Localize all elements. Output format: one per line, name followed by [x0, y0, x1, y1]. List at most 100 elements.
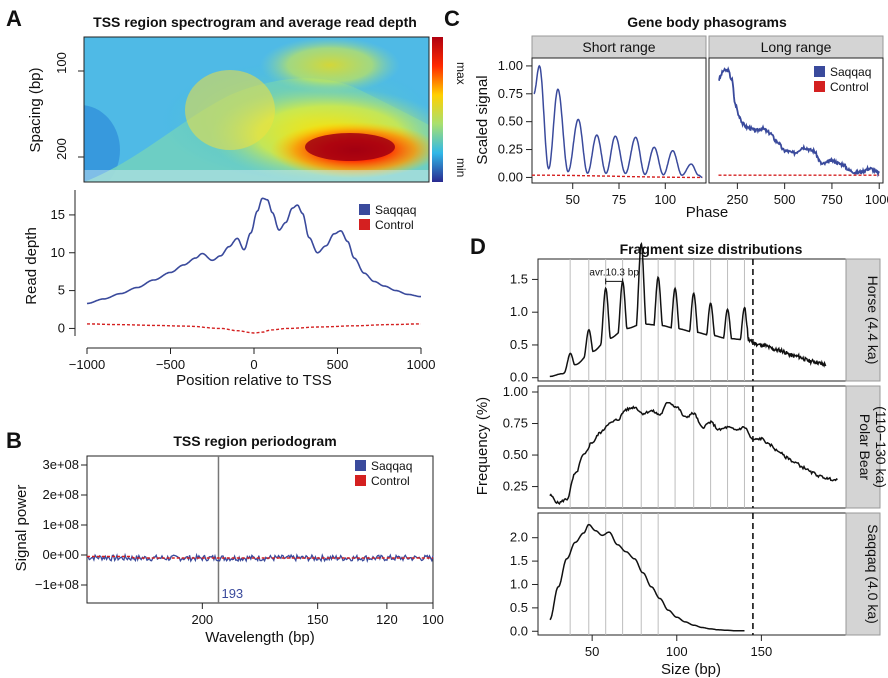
horse-ytick-label-3: 1.5 — [510, 271, 528, 286]
periodogram-xtick-label-2: 120 — [376, 612, 398, 627]
spectrogram-ytick-200: 200 — [54, 138, 69, 160]
horse-ytick-label-0: 0.0 — [510, 370, 528, 385]
periodogram-legend-control-label: Control — [371, 474, 410, 488]
colorbar-min-label: min — [454, 158, 468, 177]
periodogram-frame — [86, 455, 434, 604]
panel-letter-d: D — [470, 234, 486, 259]
polar-bear-ytick-label-3: 1.00 — [503, 384, 528, 399]
polar-bear-strip-label-line1: Polar Bear — [857, 414, 873, 480]
read-depth-legend-control-label: Control — [375, 218, 414, 232]
horse-strip-label: Horse (4.4 ka) — [865, 276, 881, 365]
phasogram-long-xtick-label-1: 500 — [774, 192, 796, 207]
saqqaq-ytick-label-1: 0.5 — [510, 600, 528, 615]
read-depth-xtick-label-3: 500 — [327, 357, 349, 372]
spectrogram-title: TSS region spectrogram and average read … — [93, 14, 417, 30]
periodogram-xtick-label-3: 100 — [422, 612, 444, 627]
spectrogram-ytick-100: 100 — [54, 52, 69, 74]
periodogram-ytick-label-0: −1e+08 — [35, 577, 79, 592]
phasogram-legend-control-swatch — [814, 81, 825, 92]
periodogram-xtick-label-1: 150 — [307, 612, 329, 627]
fragment-plots: Horse (4.4 ka) 0.0 0.5 1.0 1.5 Polar Bear (110… — [474, 241, 888, 678]
periodogram-title: TSS region periodogram — [173, 433, 336, 449]
phasogram-long-frame — [708, 57, 884, 184]
polar-bear-strip-label-line2: (110−130 ka) — [873, 406, 888, 488]
saqqaq-ytick-label-3: 1.5 — [510, 553, 528, 568]
read-depth-ytick-label-3: 15 — [51, 207, 65, 222]
periodogram-ytick-label-1: 0e+00 — [42, 547, 79, 562]
phasogram-short-control-line — [532, 174, 703, 179]
read-depth-ytick-label-0: 0 — [58, 320, 65, 335]
polar-bear-ytick-label-0: 0.25 — [503, 479, 528, 494]
polar-bear-frame — [537, 385, 847, 509]
phasogram-legend-saqqaq-swatch — [814, 66, 825, 77]
polar-bear-fragment-line — [549, 401, 838, 505]
fragment-ylabel: Frequency (%) — [474, 397, 491, 495]
saqqaq-ytick-label-2: 1.0 — [510, 576, 528, 591]
horse-ytick-label-2: 1.0 — [510, 304, 528, 319]
saqqaq-strip-label: Saqqaq (4.0 ka) — [865, 524, 881, 624]
horse-ytick-label-1: 0.5 — [510, 337, 528, 352]
spectrogram-frame — [83, 36, 430, 183]
periodogram-control-line — [87, 555, 433, 559]
periodogram-ytick-label-2: 1e+08 — [42, 517, 79, 532]
phasogram-long-xtick-label-0: 250 — [727, 192, 749, 207]
read-depth-legend-saqqaq-label: Saqqaq — [375, 203, 416, 217]
phasogram-short-frame — [531, 57, 707, 184]
phasogram-legend-saqqaq-label: Saqqaq — [830, 65, 871, 79]
saqqaq-fragment-line — [549, 523, 745, 632]
colorbar — [432, 37, 443, 182]
phasogram-short-saqqaq-line — [533, 64, 703, 179]
phasogram-ytick-label-0: 0.00 — [498, 169, 523, 184]
phasogram-ytick-label-2: 0.50 — [498, 114, 523, 129]
periodogram-ylabel: Signal power — [13, 485, 30, 572]
polar-bear-ytick-label-2: 0.75 — [503, 416, 528, 431]
panel-letter-b: B — [6, 428, 22, 453]
read-depth-plot: −1000 −500 0 500 1000 0 5 10 15 Position relative… — [23, 190, 435, 389]
phasogram-short-xtick-label-2: 100 — [654, 192, 676, 207]
read-depth-ytick-label-1: 5 — [58, 283, 65, 298]
saqqaq-ytick-label-0: 0.0 — [510, 623, 528, 638]
periodogram-saqqaq-line — [86, 552, 434, 564]
panel-letter-a: A — [6, 6, 22, 31]
read-depth-control-line — [87, 323, 421, 334]
phasogram-long-strip-label: Long range — [761, 39, 832, 55]
phasogram-title: Gene body phasograms — [627, 14, 787, 30]
polar-bear-ytick-label-1: 0.50 — [503, 447, 528, 462]
phasogram-short-xtick-label-0: 50 — [565, 192, 579, 207]
horse-fragment-line — [549, 241, 827, 378]
spectrogram-y-axis: 100 200 Spacing (bp) — [27, 52, 84, 160]
phasogram-legend-control-label: Control — [830, 80, 869, 94]
read-depth-xtick-label-4: 1000 — [407, 357, 436, 372]
read-depth-ylabel: Read depth — [23, 227, 40, 305]
periodogram-legend-saqqaq-label: Saqqaq — [371, 459, 412, 473]
phasogram-ytick-label-3: 0.75 — [498, 86, 523, 101]
spectrogram-heatmap — [84, 37, 429, 182]
fragment-title: Fragment size distributions — [620, 241, 803, 257]
polar-bear-strip — [845, 385, 881, 509]
fragment-xtick-label-1: 100 — [666, 644, 688, 659]
horse-spacing-annotation: avr.10.3 bp — [589, 267, 639, 278]
phasogram-ytick-label-1: 0.25 — [498, 142, 523, 157]
periodogram-xlabel: Wavelength (bp) — [205, 629, 315, 646]
phasogram-ytick-label-4: 1.00 — [498, 58, 523, 73]
fragment-xlabel: Size (bp) — [661, 661, 721, 678]
periodogram-legend-control-swatch — [355, 475, 366, 486]
panel-letter-c: C — [444, 6, 460, 31]
phasogram-long-xtick-label-3: 1000 — [865, 192, 888, 207]
fragment-xtick-label-2: 150 — [751, 644, 773, 659]
periodogram-ytick-label-3: 2e+08 — [42, 487, 79, 502]
phasogram-long-saqqaq-line — [718, 66, 880, 178]
periodogram-peak-annotation: 193 — [221, 586, 243, 601]
phasogram-short-strip-label: Short range — [582, 39, 655, 55]
saqqaq-strip — [845, 512, 881, 636]
read-depth-ytick-label-2: 10 — [51, 245, 65, 260]
periodogram-plot: 200 150 120 100 −1e+08 0e+00 1e+08 2e+08 3e+08 Wa… — [13, 455, 444, 646]
colorbar-max-label: max — [454, 62, 468, 85]
read-depth-xtick-label-1: −500 — [156, 357, 185, 372]
read-depth-saqqaq-line — [86, 197, 421, 305]
phasogram-plots: Short range Long range 0.00 0.25 0.50 0.75 1.0… — [474, 35, 888, 221]
horse-strip — [845, 258, 881, 382]
phasogram-long-xtick-label-2: 750 — [821, 192, 843, 207]
read-depth-legend-saqqaq-swatch — [359, 204, 370, 215]
